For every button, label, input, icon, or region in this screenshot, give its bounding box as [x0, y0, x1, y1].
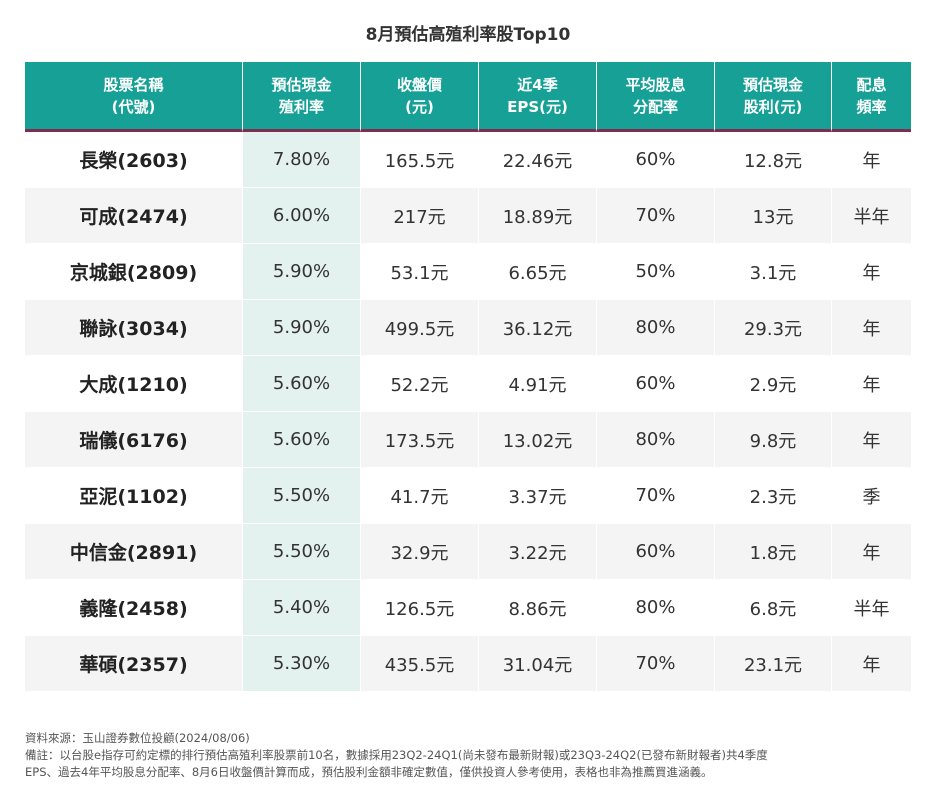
cell-est-yield: 5.40%: [242, 580, 360, 636]
header-frequency: 配息 頻率: [831, 62, 911, 132]
table-row: 長榮(2603) 7.80% 165.5元 22.46元 60% 12.8元 年: [25, 132, 911, 188]
cell-est-yield: 6.00%: [242, 188, 360, 244]
table-row: 大成(1210) 5.60% 52.2元 4.91元 60% 2.9元 年: [25, 356, 911, 412]
cell-eps: 18.89元: [478, 188, 596, 244]
header-eps: 近4季 EPS(元): [478, 62, 596, 132]
cell-est-yield: 7.80%: [242, 132, 360, 188]
table-row: 聯詠(3034) 5.90% 499.5元 36.12元 80% 29.3元 年: [25, 300, 911, 356]
cell-eps: 31.04元: [478, 636, 596, 692]
cell-est-yield: 5.90%: [242, 244, 360, 300]
cell-est-dividend: 2.9元: [714, 356, 831, 412]
cell-stock-name: 義隆(2458): [25, 580, 242, 636]
cell-est-dividend: 9.8元: [714, 412, 831, 468]
header-est-yield: 預估現金 殖利率: [242, 62, 360, 132]
cell-close-price: 165.5元: [360, 132, 478, 188]
cell-stock-name: 瑞儀(6176): [25, 412, 242, 468]
cell-frequency: 年: [831, 300, 911, 356]
source-note: 資料來源：玉山證券數位投顧(2024/08/06): [25, 731, 250, 745]
cell-est-dividend: 29.3元: [714, 300, 831, 356]
cell-est-dividend: 6.8元: [714, 580, 831, 636]
cell-payout-ratio: 70%: [596, 636, 714, 692]
header-row: 股票名稱 (代號) 預估現金 殖利率 收盤價 (元) 近4季 EPS(元) 平均股息 分配…: [25, 62, 911, 132]
cell-eps: 6.65元: [478, 244, 596, 300]
cell-close-price: 53.1元: [360, 244, 478, 300]
cell-eps: 3.37元: [478, 468, 596, 524]
cell-frequency: 年: [831, 132, 911, 188]
cell-est-yield: 5.50%: [242, 524, 360, 580]
table-row: 華碩(2357) 5.30% 435.5元 31.04元 70% 23.1元 年: [25, 636, 911, 692]
cell-close-price: 173.5元: [360, 412, 478, 468]
header-stock-name: 股票名稱 (代號): [25, 62, 242, 132]
cell-est-yield: 5.50%: [242, 468, 360, 524]
cell-close-price: 126.5元: [360, 580, 478, 636]
cell-est-dividend: 12.8元: [714, 132, 831, 188]
table-row: 亞泥(1102) 5.50% 41.7元 3.37元 70% 2.3元 季: [25, 468, 911, 524]
cell-close-price: 52.2元: [360, 356, 478, 412]
cell-stock-name: 可成(2474): [25, 188, 242, 244]
cell-frequency: 年: [831, 636, 911, 692]
cell-est-yield: 5.60%: [242, 356, 360, 412]
cell-est-yield: 5.90%: [242, 300, 360, 356]
cell-payout-ratio: 80%: [596, 412, 714, 468]
cell-close-price: 41.7元: [360, 468, 478, 524]
cell-stock-name: 亞泥(1102): [25, 468, 242, 524]
cell-frequency: 年: [831, 356, 911, 412]
cell-close-price: 435.5元: [360, 636, 478, 692]
table-row: 中信金(2891) 5.50% 32.9元 3.22元 60% 1.8元 年: [25, 524, 911, 580]
cell-close-price: 499.5元: [360, 300, 478, 356]
table-row: 義隆(2458) 5.40% 126.5元 8.86元 80% 6.8元 半年: [25, 580, 911, 636]
cell-stock-name: 長榮(2603): [25, 132, 242, 188]
dividend-table: 股票名稱 (代號) 預估現金 殖利率 收盤價 (元) 近4季 EPS(元) 平均股息 分配…: [25, 62, 911, 692]
footnotes: 資料來源：玉山證券數位投顧(2024/08/06) 備註：以台股e指存可約定標的…: [25, 730, 905, 781]
cell-stock-name: 華碩(2357): [25, 636, 242, 692]
remark-note-line1: 備註：以台股e指存可約定標的排行預估高殖利率股票前10名，數據採用23Q2-24…: [25, 748, 768, 762]
cell-frequency: 年: [831, 244, 911, 300]
cell-est-dividend: 2.3元: [714, 468, 831, 524]
header-est-dividend: 預估現金 股利(元): [714, 62, 831, 132]
cell-frequency: 半年: [831, 580, 911, 636]
cell-est-dividend: 1.8元: [714, 524, 831, 580]
cell-stock-name: 聯詠(3034): [25, 300, 242, 356]
cell-eps: 36.12元: [478, 300, 596, 356]
table-row: 京城銀(2809) 5.90% 53.1元 6.65元 50% 3.1元 年: [25, 244, 911, 300]
cell-eps: 3.22元: [478, 524, 596, 580]
cell-payout-ratio: 80%: [596, 300, 714, 356]
cell-est-yield: 5.30%: [242, 636, 360, 692]
cell-eps: 8.86元: [478, 580, 596, 636]
cell-est-dividend: 13元: [714, 188, 831, 244]
table-row: 可成(2474) 6.00% 217元 18.89元 70% 13元 半年: [25, 188, 911, 244]
cell-stock-name: 京城銀(2809): [25, 244, 242, 300]
cell-eps: 13.02元: [478, 412, 596, 468]
cell-frequency: 年: [831, 412, 911, 468]
cell-payout-ratio: 60%: [596, 524, 714, 580]
cell-close-price: 32.9元: [360, 524, 478, 580]
cell-payout-ratio: 60%: [596, 356, 714, 412]
cell-eps: 4.91元: [478, 356, 596, 412]
cell-payout-ratio: 60%: [596, 132, 714, 188]
cell-payout-ratio: 70%: [596, 188, 714, 244]
cell-est-yield: 5.60%: [242, 412, 360, 468]
cell-frequency: 半年: [831, 188, 911, 244]
header-payout-ratio: 平均股息 分配率: [596, 62, 714, 132]
cell-est-dividend: 3.1元: [714, 244, 831, 300]
cell-payout-ratio: 50%: [596, 244, 714, 300]
cell-payout-ratio: 80%: [596, 580, 714, 636]
cell-close-price: 217元: [360, 188, 478, 244]
cell-frequency: 季: [831, 468, 911, 524]
table-row: 瑞儀(6176) 5.60% 173.5元 13.02元 80% 9.8元 年: [25, 412, 911, 468]
cell-est-dividend: 23.1元: [714, 636, 831, 692]
cell-payout-ratio: 70%: [596, 468, 714, 524]
remark-note-line2: EPS、過去4年平均股息分配率、8月6日收盤價計算而成，預估股利金額非確定數值，…: [25, 765, 713, 779]
cell-stock-name: 中信金(2891): [25, 524, 242, 580]
cell-stock-name: 大成(1210): [25, 356, 242, 412]
header-close-price: 收盤價 (元): [360, 62, 478, 132]
page-title: 8月預估高殖利率股Top10: [365, 25, 571, 45]
cell-frequency: 年: [831, 524, 911, 580]
cell-eps: 22.46元: [478, 132, 596, 188]
